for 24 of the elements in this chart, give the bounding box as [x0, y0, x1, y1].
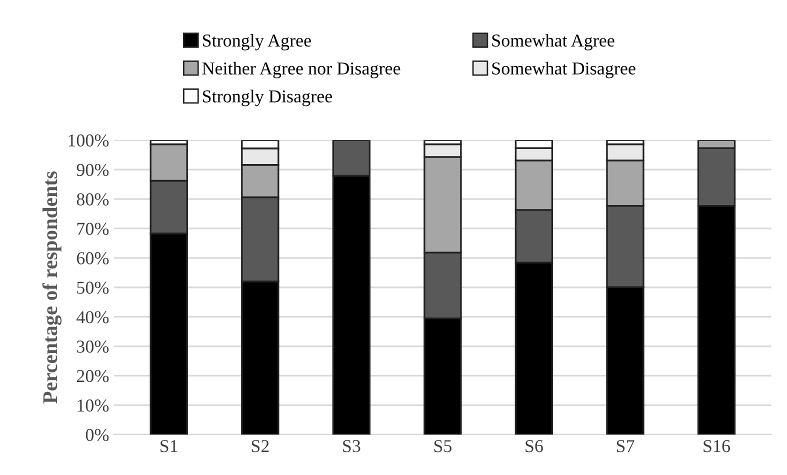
x-tick-label: S1 — [160, 440, 178, 452]
x-tick-label: S7 — [616, 440, 634, 452]
y-tick-label: 10% — [78, 399, 109, 412]
legend-label: Somewhat Agree — [492, 34, 614, 50]
legend-label: Neither Agree nor Disagree — [202, 62, 400, 78]
y-tick-label: 70% — [77, 222, 109, 235]
y-tick-label: 40% — [76, 311, 109, 324]
x-tick-label: S6 — [526, 440, 543, 452]
x-tick-label: S16 — [704, 440, 730, 452]
y-axis-title: Percentage of respondents — [42, 171, 62, 404]
y-tick-label: 90% — [76, 164, 109, 176]
y-tick-label: 50% — [77, 282, 109, 294]
y-tick-label: 100% — [68, 134, 109, 147]
legend-label: Strongly Disagree — [202, 90, 332, 106]
legend-label: Somewhat Disagree — [492, 62, 636, 78]
y-tick-label: 30% — [77, 340, 109, 353]
y-tick-label: 0% — [86, 428, 109, 442]
y-tick-label: 20% — [76, 370, 109, 382]
legend-label: Strongly Agree — [202, 34, 311, 50]
y-tick-label: 80% — [76, 193, 109, 206]
y-tick-label: 60% — [76, 252, 109, 264]
x-tick-label: S5 — [434, 440, 452, 452]
x-tick-label: S3 — [343, 440, 360, 452]
x-tick-label: S2 — [252, 440, 269, 452]
